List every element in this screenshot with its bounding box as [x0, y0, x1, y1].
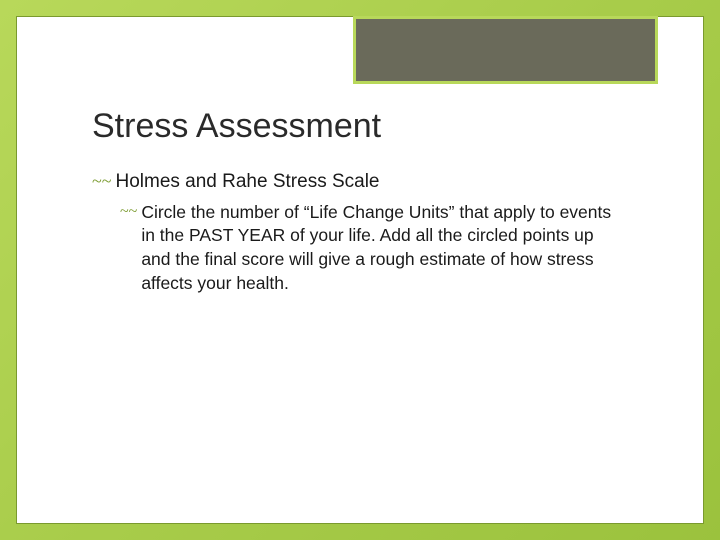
bullet-marker-icon: ~~	[92, 170, 111, 193]
slide-title: Stress Assessment	[92, 107, 643, 146]
slide-panel: Stress Assessment ~~ Holmes and Rahe Str…	[16, 16, 704, 524]
bullet-text: Holmes and Rahe Stress Scale	[115, 170, 379, 195]
header-decorative-box	[353, 16, 658, 84]
bullet-level-2: ~~ Circle the number of “Life Change Uni…	[120, 201, 643, 296]
bullet-level-1: ~~ Holmes and Rahe Stress Scale	[92, 170, 643, 195]
bullet-marker-icon: ~~	[120, 201, 137, 223]
bullet-text: Circle the number of “Life Change Units”…	[141, 201, 611, 296]
